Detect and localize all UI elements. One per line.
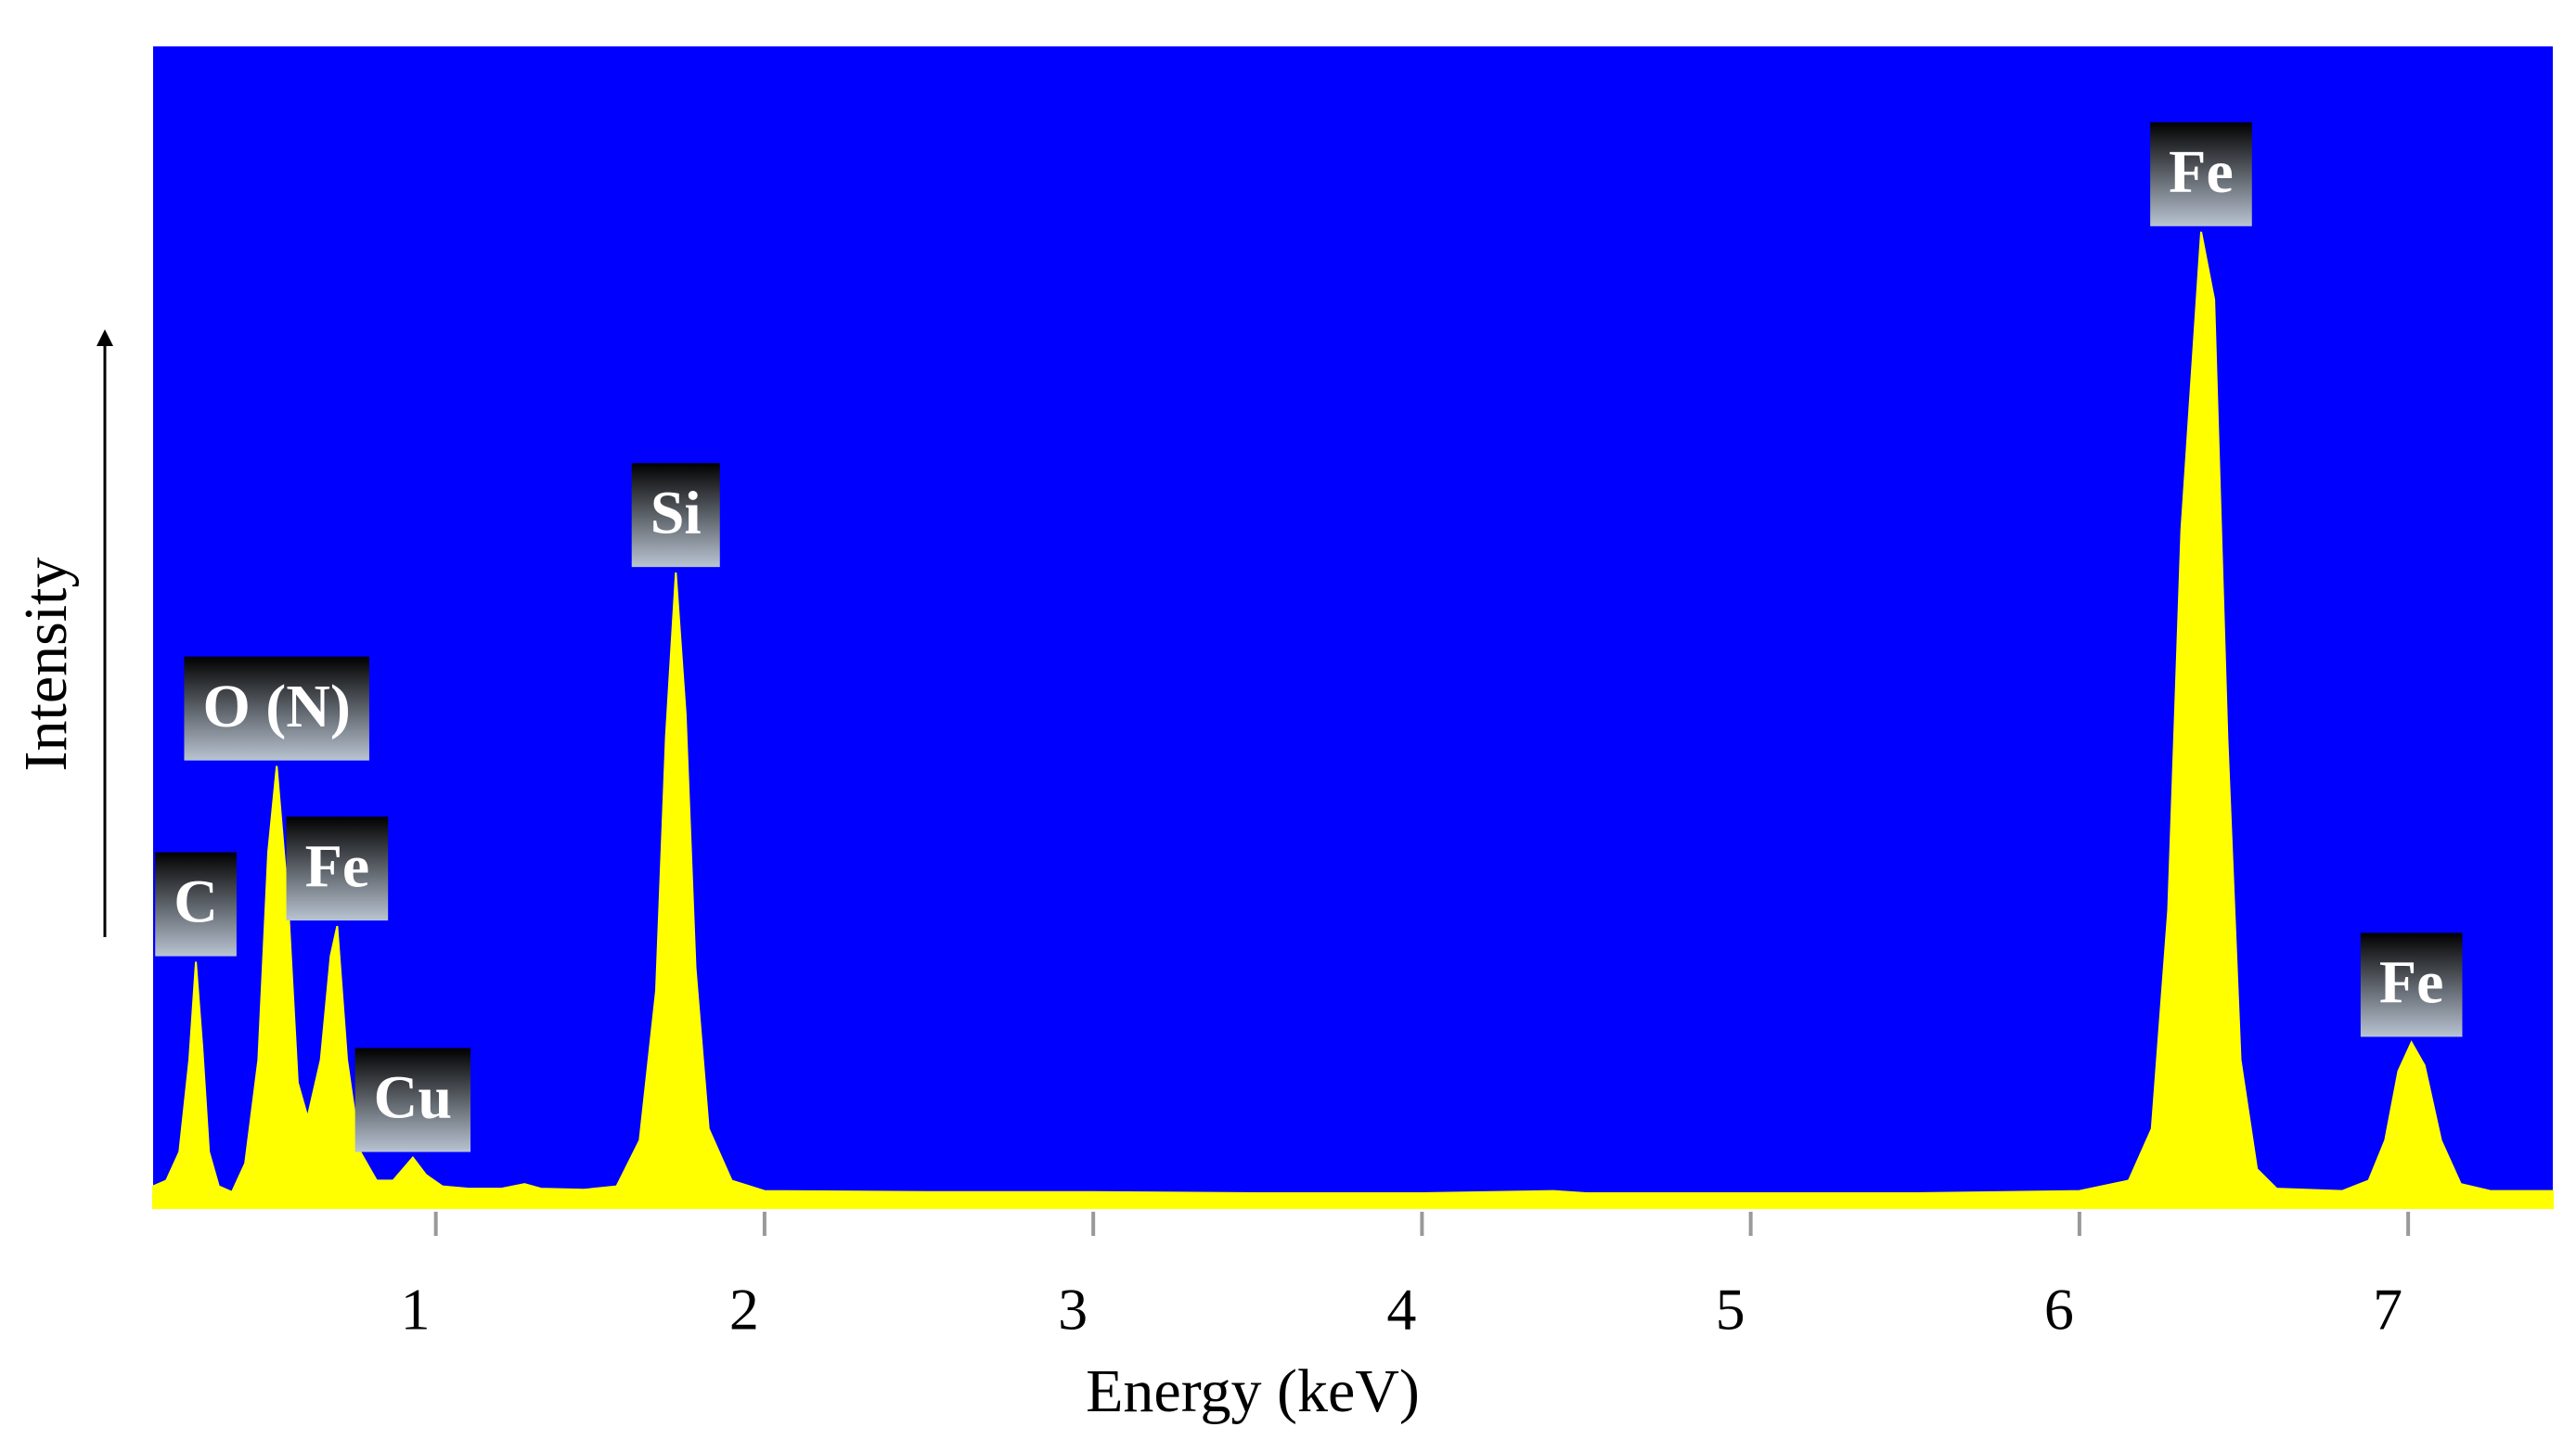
peak-label-text: Cu — [374, 1064, 452, 1132]
peak-label-box — [2150, 122, 2252, 226]
peak-label-text: O (N) — [202, 673, 350, 740]
peak-label: O (N) — [184, 656, 369, 761]
spectrum — [152, 231, 2554, 1209]
peak-label-box — [184, 656, 369, 761]
peak-label-text: Fe — [2379, 949, 2444, 1017]
plot-background — [153, 46, 2553, 1208]
peak-label: Cu — [354, 1048, 471, 1152]
peak-label: C — [155, 852, 237, 957]
peak-label-box — [286, 816, 389, 921]
peak-label-box — [2360, 932, 2463, 1037]
x-tick-label: 4 — [1386, 1277, 1416, 1343]
peak-label: Fe — [2150, 122, 2252, 226]
y-axis-title: Intensity — [12, 558, 80, 772]
x-tick-label: 2 — [729, 1277, 759, 1343]
x-tick-label: 7 — [2373, 1277, 2402, 1343]
x-tick-label: 3 — [1058, 1277, 1088, 1343]
peak-label: Fe — [286, 816, 389, 921]
x-tick-label: 6 — [2044, 1277, 2074, 1343]
peak-label-text: Si — [650, 479, 702, 546]
peak-label-box — [155, 852, 237, 957]
x-tick-label: 5 — [1716, 1277, 1745, 1343]
peak-label: Fe — [2360, 932, 2463, 1037]
peak-label: Si — [631, 463, 720, 568]
peak-label-text: Fe — [305, 832, 370, 900]
peak-label-box — [354, 1048, 471, 1152]
x-tick-label: 1 — [401, 1277, 431, 1343]
peak-label-box — [631, 463, 720, 568]
peak-label-text: C — [174, 868, 218, 936]
peak-label-text: Fe — [2169, 138, 2234, 206]
x-axis-title: Energy (keV) — [1086, 1357, 1420, 1425]
